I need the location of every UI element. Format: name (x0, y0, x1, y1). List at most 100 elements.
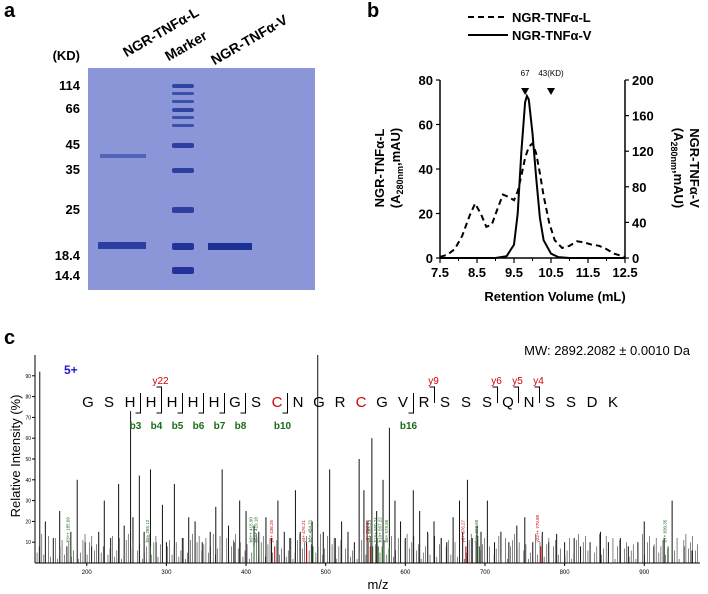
sequence-residue: R (335, 394, 346, 411)
b-ion-bracket (282, 393, 288, 414)
y-ion-bracket (513, 386, 519, 403)
x-tick-label: 12.5 (612, 265, 637, 280)
sequence-residue: H (188, 394, 199, 411)
y-tick-label-right: 200 (632, 73, 654, 88)
b-ion-label: b6 (193, 421, 205, 432)
b-ion-label: b16 (400, 421, 418, 432)
b-ion-bracket (135, 393, 141, 414)
kd-marker-label: 14.4 (54, 268, 80, 283)
peak-annotation: b8+ 484.21 (307, 519, 312, 542)
y-axis-label-left-title: NGR-TNFα-L (372, 129, 387, 208)
sequence-residue: S (440, 394, 450, 411)
y-axis-label-right-unit: (A280nm,mAU) (669, 128, 686, 209)
sequence-residue: S (461, 394, 471, 411)
chromatogram-series (439, 93, 626, 259)
b-ion-bracket (198, 393, 204, 414)
sequence-residue: H (167, 394, 178, 411)
size-markers: 67 43(KD) (521, 69, 564, 95)
y-axis-label-left-unit: (A280nm,mAU) (388, 128, 405, 209)
ms-spectrum-chart: MW: 2892.2082 ± 0.0010 Da 5+ b3++ 185.09… (8, 343, 700, 592)
kd-marker-label: 66 (65, 101, 80, 116)
x-tick-label: 900 (639, 570, 650, 576)
sequence-residue: N (524, 394, 535, 411)
sequence-residue: V (398, 394, 408, 411)
b-ion-bracket (408, 393, 414, 414)
y-tick-label-right: 40 (632, 215, 646, 230)
y-ion-bracket (156, 386, 162, 403)
peak-annotation: b16+ 560.24 (373, 517, 378, 543)
y-tick-label-left: 80 (419, 73, 433, 88)
x-tick-label: 10.5 (538, 265, 563, 280)
gel-unit-label: (KD) (52, 48, 80, 63)
y-ion-bracket (534, 386, 540, 403)
chromatogram-axes: 7.5 8.5 9.5 10.5 11.5 12.50204060800408012016… (419, 73, 654, 280)
series-line-l (439, 141, 626, 258)
peak-annotation: y9+ 559.24 (367, 519, 372, 542)
y-tick-label: 20 (25, 519, 31, 525)
peak-annotation: y6+ 676.27 (460, 519, 465, 542)
y-ion-label: y4 (533, 376, 544, 387)
marker-band (172, 116, 194, 119)
marker-band (172, 100, 194, 103)
b-ion-bracket (240, 393, 246, 414)
sequence-residue: H (209, 394, 220, 411)
chromatogram-chart: NGR-TNFα-L NGR-TNFα-V 67 43(KD) 7.5 8.5 9.5… (372, 10, 702, 304)
spectrum-axes: 200 300 400 500 600 700 800 900 10 20 30 40 50 60 70 80… (25, 355, 700, 576)
b-ion-label: b4 (151, 421, 163, 432)
y-tick-label: 90 (25, 374, 31, 380)
sequence-residue: D (587, 394, 598, 411)
y-tick-label-left: 20 (419, 207, 433, 222)
marker-band (172, 108, 194, 112)
sequence-residue: G (376, 394, 388, 411)
kd-marker-label: 35 (65, 162, 80, 177)
peak-annotations: b3++ 185.09 b5+ 285.12 b8++ 415.90 b5++ 419… (65, 514, 669, 563)
peak-annotation: b5++ 419.18 (253, 517, 258, 543)
peak-annotation: b8++ 415.90 (249, 517, 254, 543)
size-marker-label: 43(KD) (538, 69, 564, 78)
gel-band (100, 154, 146, 158)
y-tick-label-right: 120 (632, 144, 654, 159)
y-ion-label: y9 (428, 376, 439, 387)
b-ion-bracket (156, 393, 162, 414)
peak-annotation: y9+ 556.26 (365, 519, 370, 542)
legend-label: NGR-TNFα-V (512, 28, 592, 43)
marker-band (172, 267, 194, 274)
sequence-residue: S (251, 394, 261, 411)
x-axis-label: Retention Volume (mL) (484, 289, 625, 304)
y-axis-label: Relative Intensity (%) (8, 395, 23, 518)
y-tick-label-right: 0 (632, 251, 639, 266)
panel-label-b: b (367, 0, 380, 22)
x-tick-label: 400 (241, 570, 252, 576)
gel-band (98, 242, 146, 249)
y-tick-label-left: 0 (426, 251, 433, 266)
y-tick-label: 30 (25, 499, 31, 505)
y-tick-label: 40 (25, 478, 31, 484)
peak-annotation: b7+ 830.35 (663, 519, 668, 542)
x-tick-label: 700 (480, 570, 491, 576)
y-tick-label-left: 60 (419, 118, 433, 133)
peak-annotation: b10+ 567.22 (378, 517, 383, 543)
x-tick-label: 9.5 (505, 265, 523, 280)
marker-band (172, 143, 194, 148)
y-ion-label: y22 (152, 376, 169, 387)
b-ion-label: b7 (214, 421, 226, 432)
marker-band (172, 207, 194, 213)
sequence-residue: S (104, 394, 114, 411)
b-ion-label: b8 (235, 421, 247, 432)
peak-annotation: b5+ 285.12 (145, 519, 150, 542)
y-tick-label: 50 (25, 457, 31, 463)
x-tick-label: 7.5 (431, 265, 449, 280)
peak-annotation: y5+ 436.25 (269, 519, 274, 542)
marker-band (172, 84, 194, 88)
charge-state: 5+ (64, 363, 78, 377)
size-marker-arrow (521, 88, 530, 95)
panel-label-a: a (4, 0, 16, 22)
y-ion-label: y5 (512, 376, 523, 387)
x-tick-label: 200 (82, 570, 93, 576)
sequence-residue: H (125, 394, 136, 411)
y-tick-label: 70 (25, 415, 31, 421)
spectrum-peaks (34, 355, 698, 563)
gel-figure: (KD) NGR-TNFα-L Marker NGR-TNFα-V 114 66… (0, 0, 330, 300)
y-axis-label-left: NGR-TNFα-L (A280nm,mAU) (372, 128, 405, 209)
